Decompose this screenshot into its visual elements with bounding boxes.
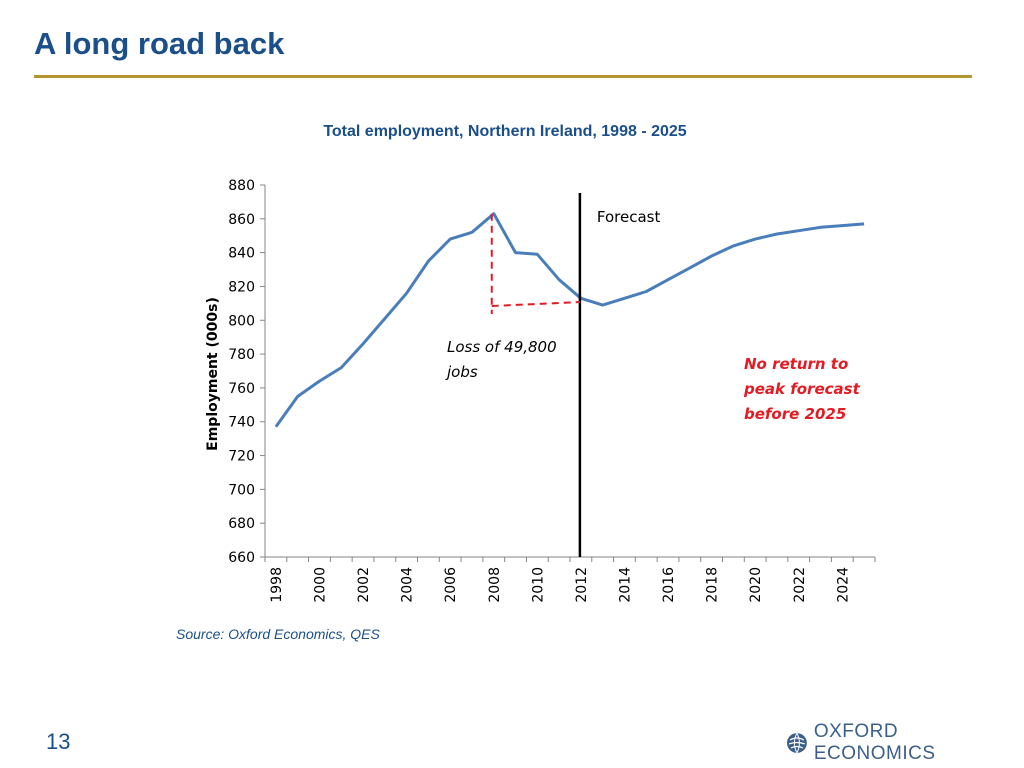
loss-annotation-line1: Loss of 49,800 bbox=[447, 338, 557, 356]
employment-series-line bbox=[274, 212, 865, 428]
oxford-economics-logo: OXFORD ECONOMICS bbox=[786, 721, 1024, 765]
x-tick-label: 2000 bbox=[312, 567, 328, 603]
x-tick-label: 2020 bbox=[748, 567, 764, 603]
page-number: 13 bbox=[46, 729, 71, 754]
x-tick-label: 1998 bbox=[269, 567, 285, 603]
y-tick-label: 720 bbox=[228, 449, 255, 465]
x-tick-label: 2006 bbox=[443, 567, 459, 603]
x-tick-label: 2002 bbox=[356, 567, 372, 603]
no-return-annotation-line3: before 2025 bbox=[744, 405, 846, 423]
y-tick-label: 840 bbox=[228, 246, 255, 262]
source-note: Source: Oxford Economics, QES bbox=[176, 626, 380, 642]
y-tick-label: 740 bbox=[228, 415, 255, 431]
title-divider bbox=[34, 75, 972, 78]
loss-annotation-line2: jobs bbox=[445, 363, 478, 381]
y-tick-label: 700 bbox=[228, 482, 255, 498]
y-tick-label: 880 bbox=[228, 178, 255, 194]
x-tick-label: 2024 bbox=[835, 567, 851, 603]
x-tick-label: 2010 bbox=[530, 567, 546, 603]
no-return-annotation-line2: peak forecast bbox=[743, 380, 861, 398]
y-tick-label: 760 bbox=[228, 381, 255, 397]
x-tick-label: 2012 bbox=[574, 567, 590, 603]
y-tick-label: 660 bbox=[228, 550, 255, 566]
slide-title: A long road back bbox=[34, 26, 285, 61]
y-tick-label: 680 bbox=[228, 516, 255, 532]
y-tick-label: 800 bbox=[228, 313, 255, 329]
x-tick-label: 2018 bbox=[705, 567, 721, 603]
y-tick-label: 860 bbox=[228, 212, 255, 228]
x-tick-label: 2014 bbox=[617, 567, 633, 603]
loss-horizontal-dashed-line bbox=[491, 301, 580, 307]
y-tick-label: 780 bbox=[228, 347, 255, 363]
x-tick-label: 2008 bbox=[487, 567, 503, 603]
forecast-label: Forecast bbox=[597, 208, 661, 226]
x-tick-label: 2016 bbox=[661, 567, 677, 603]
x-tick-label: 2004 bbox=[400, 567, 416, 603]
y-axis-title: Employment (000s) bbox=[205, 297, 221, 451]
chart-title: Total employment, Northern Ireland, 1998… bbox=[323, 123, 687, 140]
logo-text: OXFORD ECONOMICS bbox=[813, 721, 936, 764]
y-tick-label: 820 bbox=[228, 279, 255, 295]
no-return-annotation-line1: No return to bbox=[744, 355, 848, 373]
globe-icon bbox=[786, 732, 807, 754]
x-tick-label: 2022 bbox=[792, 567, 808, 603]
